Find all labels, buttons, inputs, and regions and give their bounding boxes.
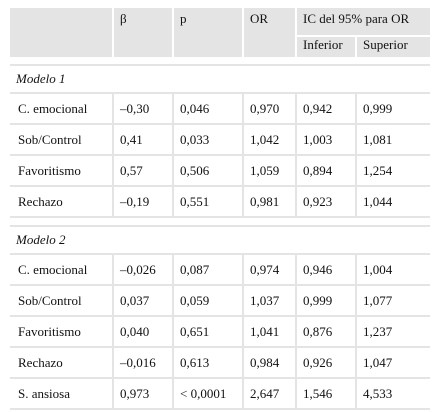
- cell: 0,046: [173, 93, 244, 125]
- cell: 1,546: [296, 378, 357, 410]
- table-header: β p OR IC del 95% para OR Inferior Super…: [10, 8, 431, 57]
- header-cell: β: [113, 8, 174, 57]
- cell: 0,984: [243, 347, 297, 379]
- cell: 1,003: [296, 124, 357, 156]
- cell: 0,613: [173, 347, 244, 379]
- row-label: S. ansiosa: [10, 378, 114, 410]
- cell: 1,081: [356, 124, 431, 156]
- header-cell: p: [173, 8, 244, 57]
- cell: 1,044: [356, 186, 431, 218]
- header-cell: IC del 95% para OR: [296, 8, 431, 37]
- spacer-cell: [10, 217, 431, 227]
- header-cell: Inferior: [296, 36, 357, 57]
- cell: 1,047: [356, 347, 431, 379]
- cell: –0,30: [113, 93, 174, 125]
- cell: 0,981: [243, 186, 297, 218]
- cell: 0,41: [113, 124, 174, 156]
- cell: –0,016: [113, 347, 174, 379]
- cell: –0,026: [113, 254, 174, 286]
- cell: 0,974: [243, 254, 297, 286]
- cell: 0,651: [173, 316, 244, 348]
- row-label: C. emocional: [10, 93, 114, 125]
- cell: 0,970: [243, 93, 297, 125]
- header-cell: OR: [243, 8, 297, 57]
- cell: 1,059: [243, 155, 297, 187]
- cell: 4,533: [356, 378, 431, 410]
- data-row: Sob/Control 0,037 0,059 1,037 0,999 1,077: [10, 285, 431, 317]
- spacer-cell: [10, 57, 431, 66]
- cell: 0,57: [113, 155, 174, 187]
- row-label: Rechazo: [10, 347, 114, 379]
- cell: 1,254: [356, 155, 431, 187]
- cell: 0,059: [173, 285, 244, 317]
- cell: 0,894: [296, 155, 357, 187]
- group-row: Modelo 2: [10, 226, 431, 255]
- spacer-row: [10, 217, 431, 227]
- row-label: Favoritismo: [10, 316, 114, 348]
- cell: 1,042: [243, 124, 297, 156]
- table-body: Modelo 1 C. emocional –0,30 0,046 0,970 0,942…: [10, 57, 431, 410]
- cell: 0,923: [296, 186, 357, 218]
- row-label: Rechazo: [10, 186, 114, 218]
- cell: 0,033: [173, 124, 244, 156]
- cell: 0,087: [173, 254, 244, 286]
- cell: 0,946: [296, 254, 357, 286]
- cell: 0,040: [113, 316, 174, 348]
- row-label: Sob/Control: [10, 124, 114, 156]
- cell: 0,973: [113, 378, 174, 410]
- data-row: Rechazo –0,016 0,613 0,984 0,926 1,047: [10, 347, 431, 379]
- group-label: Modelo 1: [10, 65, 431, 94]
- data-row: Favoritismo 0,57 0,506 1,059 0,894 1,254: [10, 155, 431, 187]
- cell: 0,942: [296, 93, 357, 125]
- data-row: C. emocional –0,30 0,046 0,970 0,942 0,999: [10, 93, 431, 125]
- data-row: Favoritismo 0,040 0,651 1,041 0,876 1,237: [10, 316, 431, 348]
- row-label: Favoritismo: [10, 155, 114, 187]
- data-row: Rechazo –0,19 0,551 0,981 0,923 1,044: [10, 186, 431, 218]
- cell: 0,926: [296, 347, 357, 379]
- header-cell: [10, 8, 114, 57]
- cell: 1,077: [356, 285, 431, 317]
- cell: 0,037: [113, 285, 174, 317]
- group-label: Modelo 2: [10, 226, 431, 255]
- cell: 1,041: [243, 316, 297, 348]
- data-row: C. emocional –0,026 0,087 0,974 0,946 1,004: [10, 254, 431, 286]
- cell: 0,551: [173, 186, 244, 218]
- spacer-row: [10, 57, 431, 66]
- group-row: Modelo 1: [10, 65, 431, 94]
- cell: 0,999: [356, 93, 431, 125]
- cell: 2,647: [243, 378, 297, 410]
- header-cell: Superior: [356, 36, 431, 57]
- cell: 1,237: [356, 316, 431, 348]
- results-table: β p OR IC del 95% para OR Inferior Super…: [10, 8, 431, 410]
- cell: 0,506: [173, 155, 244, 187]
- cell: 0,999: [296, 285, 357, 317]
- cell: –0,19: [113, 186, 174, 218]
- data-row: S. ansiosa 0,973 < 0,0001 2,647 1,546 4,533: [10, 378, 431, 410]
- row-label: Sob/Control: [10, 285, 114, 317]
- data-row: Sob/Control 0,41 0,033 1,042 1,003 1,081: [10, 124, 431, 156]
- cell: 1,004: [356, 254, 431, 286]
- row-label: C. emocional: [10, 254, 114, 286]
- cell: < 0,0001: [173, 378, 244, 410]
- cell: 1,037: [243, 285, 297, 317]
- cell: 0,876: [296, 316, 357, 348]
